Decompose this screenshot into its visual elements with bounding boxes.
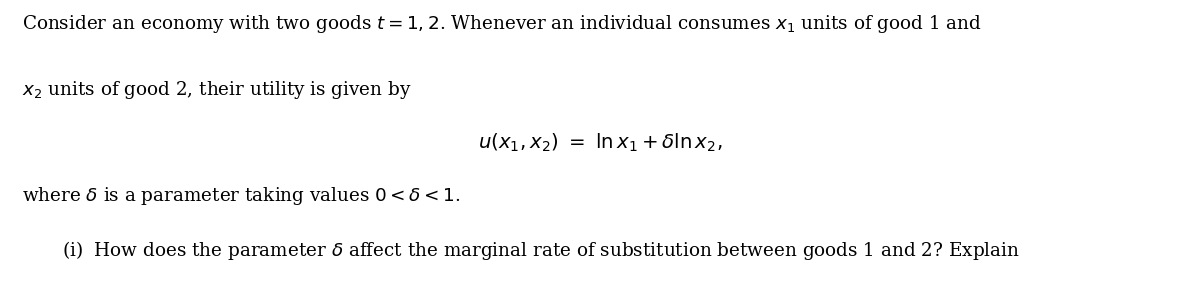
Text: $u(x_1, x_2) \ = \ \ln x_1 + \delta \ln x_2,$: $u(x_1, x_2) \ = \ \ln x_1 + \delta \ln … [478,132,722,154]
Text: Consider an economy with two goods $t = 1, 2$. Whenever an individual consumes $: Consider an economy with two goods $t = … [22,13,982,35]
Text: (i)  How does the parameter $\delta$ affect the marginal rate of substitution be: (i) How does the parameter $\delta$ affe… [62,239,1020,262]
Text: where $\delta$ is a parameter taking values $0 < \delta < 1$.: where $\delta$ is a parameter taking val… [22,185,460,207]
Text: $x_2$ units of good 2, their utility is given by: $x_2$ units of good 2, their utility is … [22,79,412,101]
